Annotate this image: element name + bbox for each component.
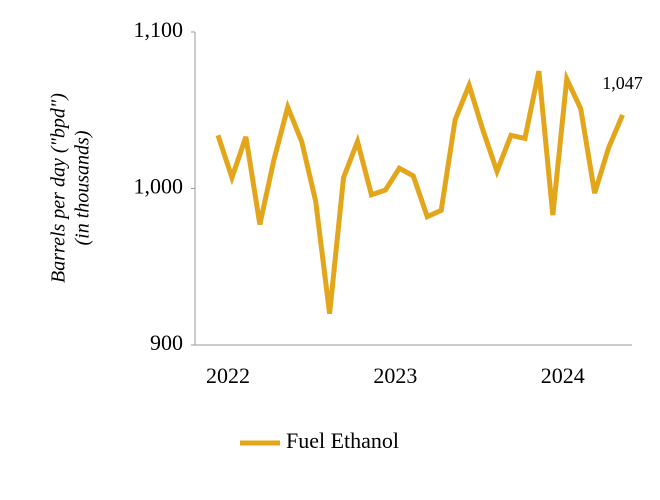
data-label: 1,047	[602, 73, 643, 93]
y-axis-title-line: Barrels per day ("bpd")	[48, 93, 70, 283]
y-axis-title-line: (in thousands)	[72, 130, 94, 245]
x-tick-label: 2023	[373, 363, 417, 388]
x-tick-label: 2022	[206, 363, 250, 388]
series-line	[215, 69, 625, 315]
legend-label: Fuel Ethanol	[286, 428, 399, 453]
y-tick-label: 1,100	[134, 17, 184, 42]
y-tick-label: 900	[150, 330, 183, 355]
y-tick-label: 1,000	[134, 174, 184, 199]
y-axis-title: Barrels per day ("bpd") (in thousands)	[48, 93, 94, 283]
x-tick-label: 2024	[541, 363, 585, 388]
